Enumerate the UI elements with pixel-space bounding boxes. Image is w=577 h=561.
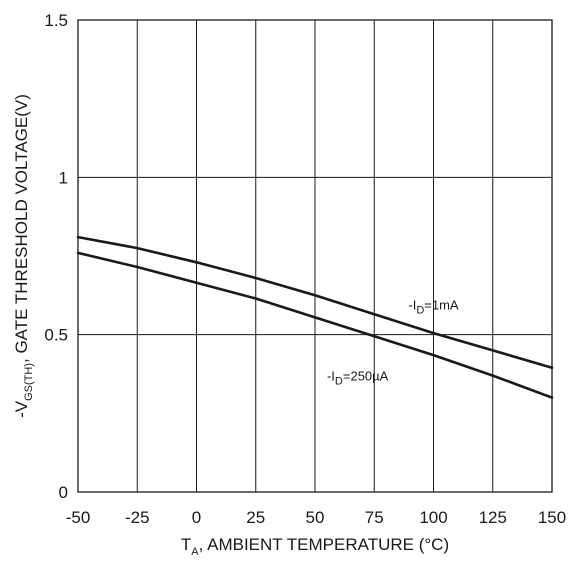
series-line-0 (76, 235, 554, 369)
x-tick-label: 100 (419, 508, 447, 527)
y-tick-labels: 0 0.5 1 1.5 (44, 11, 68, 502)
curve-labels: -ID=1mA -ID=250µA (327, 297, 459, 387)
x-axis-title-sub: A (191, 546, 199, 558)
y-tick-label: 0.5 (44, 326, 68, 345)
series-line-1 (76, 251, 554, 399)
x-tick-label: 75 (365, 508, 384, 527)
x-tick-label: -50 (66, 508, 91, 527)
x-tick-label: 25 (246, 508, 265, 527)
plot-frame (77, 19, 553, 493)
grid (78, 20, 552, 492)
x-tick-label: 0 (192, 508, 201, 527)
x-axis-title-rest: , AMBIENT TEMPERATURE (°C) (199, 535, 450, 554)
y-axis-title-pre: -V (12, 400, 31, 418)
x-tick-label: 150 (538, 508, 566, 527)
y-axis-title-sub: GS(TH) (23, 363, 35, 401)
x-tick-label: 125 (479, 508, 507, 527)
y-tick-label: 1 (59, 168, 68, 187)
x-axis-title-main: T (181, 535, 191, 554)
series-group (76, 235, 554, 399)
curve-label-1: -ID=250µA (327, 368, 389, 387)
x-tick-label: 50 (306, 508, 325, 527)
y-tick-label: 1.5 (44, 11, 68, 30)
curve-label-0: -ID=1mA (408, 297, 459, 316)
y-tick-label: 0 (59, 483, 68, 502)
y-axis-title-rest: , GATE THRESHOLD VOLTAGE(V) (12, 94, 31, 363)
x-tick-labels: -50 -25 0 25 50 75 100 125 150 (66, 508, 566, 527)
y-axis-title: -VGS(TH), GATE THRESHOLD VOLTAGE(V) (12, 94, 35, 418)
x-axis-title: TA, AMBIENT TEMPERATURE (°C) (181, 535, 449, 558)
x-tick-label: -25 (125, 508, 150, 527)
